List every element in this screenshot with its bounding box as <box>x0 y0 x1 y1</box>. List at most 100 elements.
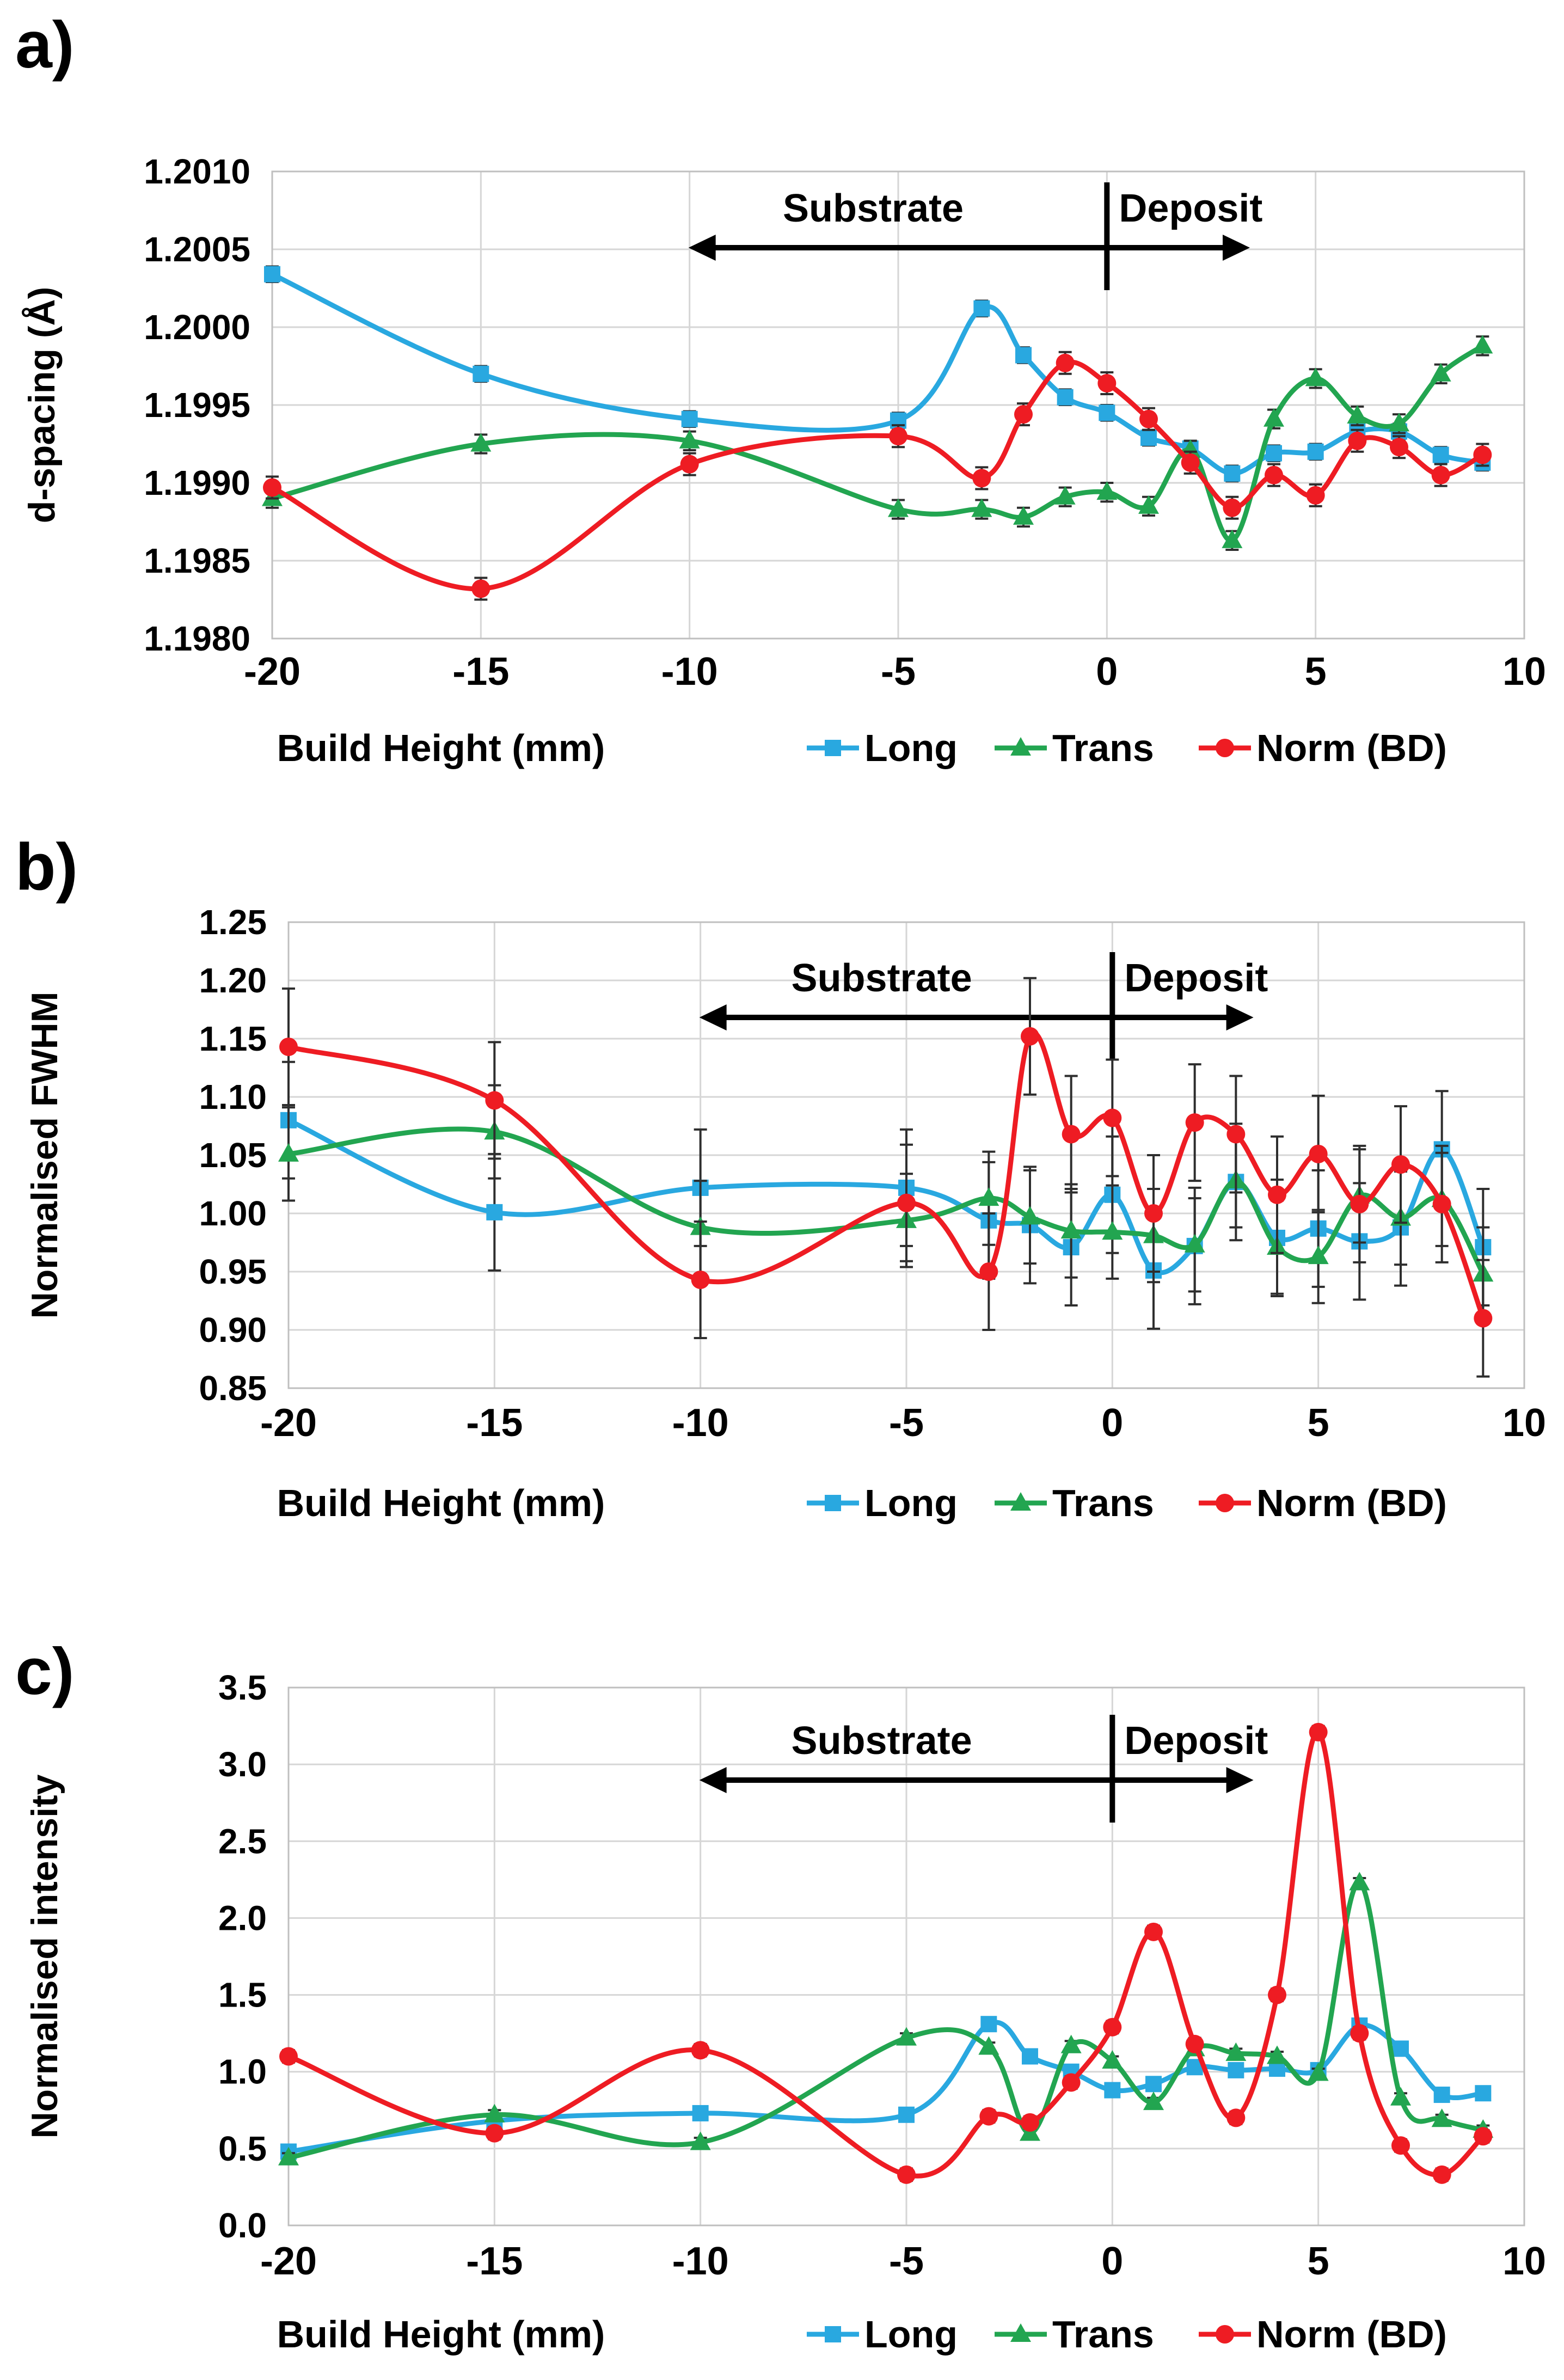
data-point-Trans--20 <box>278 2146 299 2166</box>
x-tick-label-10: 10 <box>1502 1401 1546 1445</box>
legend-label-Long: Long <box>864 1482 958 1524</box>
x-tick-label--5: -5 <box>881 650 916 694</box>
legend-marker-Norm (BD) <box>1216 1494 1234 1512</box>
x-tick-label--20: -20 <box>260 2240 317 2283</box>
data-point-Trans--2 <box>1013 506 1034 525</box>
legend-marker-Trans <box>1010 2323 1031 2342</box>
data-point-Trans-9 <box>1472 335 1493 354</box>
x-tick-label--15: -15 <box>452 650 509 694</box>
x-axis-title: Build Height (mm) <box>277 2313 605 2356</box>
legend-marker-Long <box>825 2326 841 2342</box>
data-point-Trans--5 <box>896 2027 917 2046</box>
data-point-Norm (BD)--20 <box>263 478 281 497</box>
x-tick-label-5: 5 <box>1308 2240 1329 2283</box>
data-point-Norm (BD)-9 <box>1473 445 1492 464</box>
series-line-Norm (BD) <box>269 359 1485 592</box>
x-tick-label-5: 5 <box>1308 1401 1329 1445</box>
data-point-Long-8 <box>1432 446 1449 463</box>
data-point-Trans-6 <box>1347 405 1368 424</box>
data-point-Norm (BD)--2 <box>1021 1027 1039 1046</box>
data-point-Norm (BD)-6 <box>1348 431 1367 450</box>
data-point-Long-7 <box>1393 2040 1409 2057</box>
y-tick-label-1.1995: 1.1995 <box>144 385 250 425</box>
series-line-Trans <box>269 343 1485 543</box>
data-point-Long--20 <box>264 266 280 283</box>
series-line-Trans <box>286 1126 1486 1277</box>
data-point-Trans--2 <box>1020 1206 1040 1225</box>
data-point-Norm (BD)-8 <box>1432 1194 1451 1213</box>
data-point-Long--2 <box>1022 2048 1038 2065</box>
data-point-Norm (BD)-1 <box>1144 1922 1163 1941</box>
y-tick-label-1.25: 1.25 <box>199 903 267 942</box>
legend-label-Long: Long <box>864 727 958 769</box>
y-tick-label-2.0: 2.0 <box>218 1898 267 1937</box>
data-point-Norm (BD)--15 <box>485 1091 504 1110</box>
data-point-Norm (BD)--5 <box>897 1193 916 1212</box>
data-point-Norm (BD)--20 <box>279 1037 298 1056</box>
data-point-Norm (BD)-5 <box>1309 1144 1328 1163</box>
deposit-annotation-label: Deposit <box>1124 956 1268 1000</box>
data-point-Trans--1 <box>1060 1220 1082 1239</box>
x-axis-title: Build Height (mm) <box>277 1482 605 1524</box>
data-point-Trans--20 <box>278 1143 299 1162</box>
data-point-Trans-8 <box>1431 2108 1452 2127</box>
data-point-Trans-0 <box>1096 481 1118 500</box>
data-point-Trans-6 <box>1349 1872 1370 1891</box>
x-axis-title: Build Height (mm) <box>277 727 605 769</box>
x-tick-label-10: 10 <box>1502 2240 1546 2283</box>
substrate-annotation-label: Substrate <box>792 1719 972 1763</box>
data-point-Long--1 <box>1057 389 1074 406</box>
data-point-Trans--10 <box>690 2131 711 2150</box>
deposit-annotation-label: Deposit <box>1124 1719 1268 1763</box>
legend-marker-Trans <box>1010 737 1031 756</box>
y-tick-label-1.00: 1.00 <box>199 1194 267 1233</box>
y-tick-label-2.5: 2.5 <box>218 1821 267 1861</box>
legend-label-Trans: Trans <box>1052 1482 1154 1524</box>
legend-label-Norm (BD): Norm (BD) <box>1256 2313 1447 2356</box>
y-tick-label-1.0: 1.0 <box>218 2052 267 2091</box>
data-point-Norm (BD)-6 <box>1350 2024 1369 2043</box>
x-tick-label-10: 10 <box>1502 650 1546 694</box>
data-point-Trans--3 <box>978 1187 999 1206</box>
y-tick-label-0.5: 0.5 <box>218 2129 267 2168</box>
x-tick-label--10: -10 <box>672 2240 729 2283</box>
data-point-Norm (BD)-0 <box>1103 2017 1122 2037</box>
data-point-Long--3 <box>980 2016 997 2033</box>
data-point-Norm (BD)-2 <box>1185 2034 1204 2053</box>
data-point-Trans-7 <box>1389 413 1409 432</box>
y-axis-title: Normalised intensity <box>24 1774 65 2138</box>
data-point-Norm (BD)--1 <box>1062 1125 1081 1144</box>
data-point-Norm (BD)-2 <box>1181 453 1200 472</box>
data-point-Trans-7 <box>1390 2087 1411 2106</box>
data-point-Long-1 <box>1140 430 1157 446</box>
data-point-Norm (BD)--3 <box>979 1262 998 1281</box>
x-tick-label-5: 5 <box>1305 650 1327 694</box>
data-point-Norm (BD)-2 <box>1185 1113 1204 1132</box>
data-point-Trans-2 <box>1180 439 1201 458</box>
data-point-Norm (BD)--3 <box>972 469 991 488</box>
legend-marker-Long <box>825 740 841 756</box>
data-point-Long-4 <box>1266 445 1282 462</box>
legend-marker-Norm (BD) <box>1216 2325 1234 2344</box>
data-point-Norm (BD)-8 <box>1432 2165 1451 2184</box>
data-point-Trans-3 <box>1225 2042 1247 2061</box>
y-tick-label-3.0: 3.0 <box>218 1745 267 1784</box>
data-point-Trans-8 <box>1430 363 1451 382</box>
panel-label-a: a) <box>15 8 75 82</box>
series-line-Long <box>269 272 1485 476</box>
data-point-Long-3 <box>1228 2062 1244 2078</box>
y-tick-label-1.2000: 1.2000 <box>144 308 250 347</box>
panel-b: b) Substrate Deposit 0.85 0.90 0.95 1.00 1.05 1… <box>0 795 1564 1611</box>
y-tick-label-3.5: 3.5 <box>218 1668 267 1707</box>
data-point-Long--15 <box>473 365 489 382</box>
legend-label-Trans: Trans <box>1052 727 1154 769</box>
arrow-left-head-icon <box>688 235 716 261</box>
data-point-Long-0 <box>1104 2082 1121 2099</box>
y-tick-label-1.20: 1.20 <box>199 961 267 1000</box>
data-point-Norm (BD)--2 <box>1014 405 1033 424</box>
data-point-Norm (BD)-5 <box>1309 1722 1328 1741</box>
data-point-Norm (BD)-6 <box>1350 1194 1369 1213</box>
arrow-right-head-icon <box>1223 235 1250 261</box>
data-point-Long-9 <box>1475 2085 1492 2102</box>
